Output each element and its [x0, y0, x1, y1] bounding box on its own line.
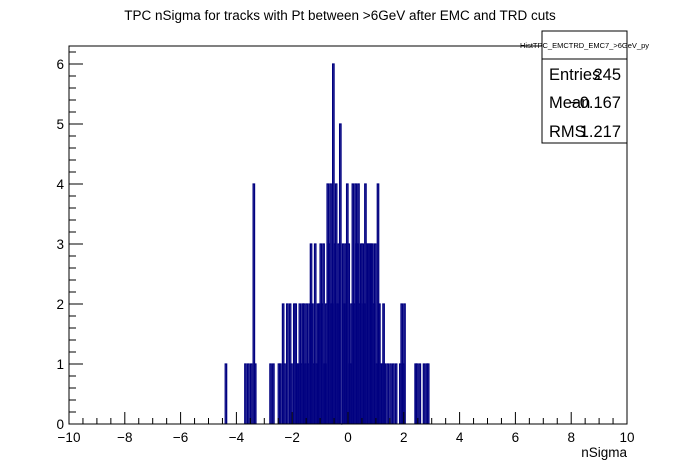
stats-box: HistTPC_EMCTRD_EMC7_>6GeV_py Entries 245…	[520, 30, 649, 144]
histogram-bin	[249, 363, 253, 424]
y-tick-label: 5	[56, 117, 64, 132]
histogram-bin	[426, 363, 430, 424]
histogram-bin	[418, 363, 422, 424]
histogram-bin	[391, 363, 395, 424]
histogram-bin	[290, 363, 293, 424]
stats-mean-value: −0.167	[570, 94, 621, 112]
histogram-bin	[244, 363, 247, 424]
y-tick-label: 4	[56, 177, 64, 192]
histogram-bin	[285, 303, 289, 424]
x-axis: −10 −8 −6 −4 −2 0 2 4 6 8 10	[58, 412, 635, 445]
x-tick-label: 2	[400, 430, 408, 445]
histogram-bin	[403, 303, 406, 424]
x-tick-label: 10	[619, 430, 634, 445]
stats-box-frame	[541, 30, 628, 144]
stats-entries-label: Entries	[549, 66, 600, 84]
histogram-bin	[394, 363, 398, 424]
y-tick-label: 6	[56, 57, 64, 72]
x-axis-label: nSigma	[581, 445, 627, 460]
histogram-bin	[386, 363, 390, 424]
histogram-bin	[253, 363, 257, 424]
histogram-bin	[246, 363, 250, 424]
y-tick-label: 1	[56, 357, 64, 372]
stats-mean-label: Mean	[549, 94, 590, 112]
histogram-bin	[252, 183, 256, 424]
x-tick-label: −8	[117, 430, 132, 445]
y-axis: 0 1 2 3 4 5 6	[56, 51, 83, 432]
histogram-bin	[224, 363, 228, 424]
histogram-bin	[272, 363, 275, 424]
stats-box-name: HistTPC_EMCTRD_EMC7_>6GeV_py	[520, 41, 649, 50]
histogram-bin	[322, 243, 325, 424]
x-tick-label: 4	[456, 430, 464, 445]
x-tick-label: −10	[58, 430, 81, 445]
histogram-bin	[389, 363, 392, 424]
histogram-bin	[269, 363, 272, 424]
x-tick-label: 6	[512, 430, 520, 445]
y-tick-label: 0	[56, 417, 64, 432]
stats-rms-label: RMS	[549, 123, 586, 141]
histogram-bin	[383, 363, 387, 424]
histogram-bin	[415, 363, 419, 424]
x-tick-label: 8	[567, 430, 575, 445]
histogram-bin	[338, 123, 342, 424]
stats-entries-value: 245	[593, 66, 621, 84]
histogram-bin	[279, 363, 282, 424]
chart-title: TPC nSigma for tracks with Pt between >6…	[124, 8, 556, 23]
y-tick-label: 2	[56, 297, 64, 312]
y-tick-label: 3	[56, 237, 64, 252]
histogram-bin	[283, 363, 286, 424]
histogram-bin	[347, 243, 351, 424]
histogram-bin	[422, 363, 426, 424]
histogram-bars	[224, 63, 430, 425]
histogram-bin	[313, 243, 317, 424]
x-tick-label: −6	[173, 430, 188, 445]
histogram-bin	[373, 243, 377, 424]
x-tick-label: 0	[344, 430, 352, 445]
x-tick-label: −4	[229, 430, 245, 445]
stats-rms-value: 1.217	[580, 123, 621, 141]
x-tick-label: −2	[284, 430, 299, 445]
